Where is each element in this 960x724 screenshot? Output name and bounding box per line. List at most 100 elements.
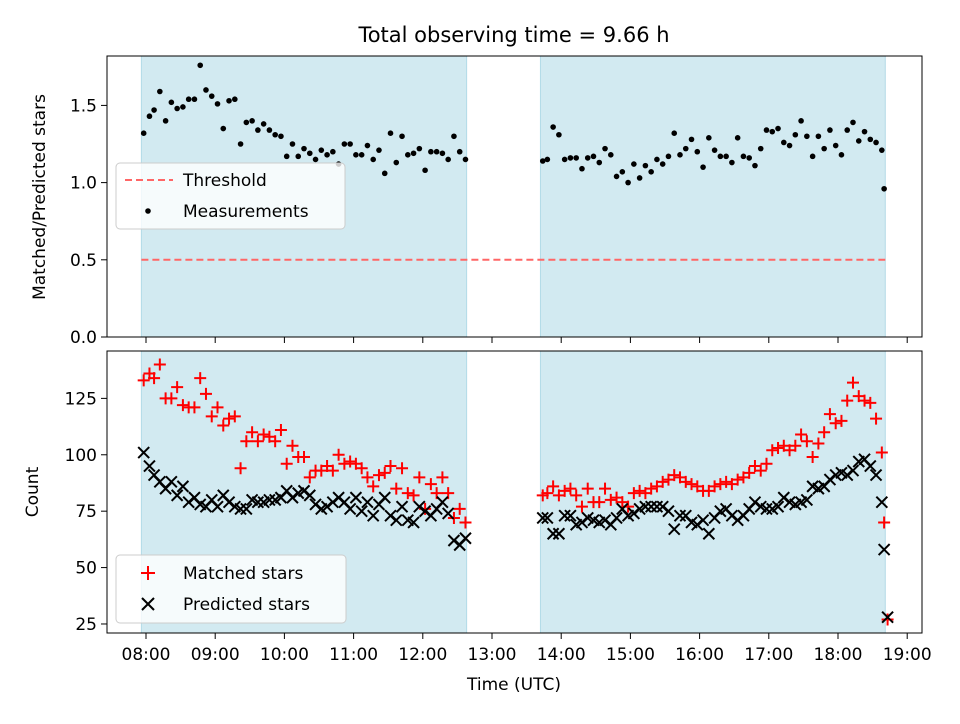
- data-point: [188, 401, 201, 414]
- data-point: [393, 159, 400, 166]
- data-point: [459, 532, 472, 545]
- data-point: [766, 444, 779, 457]
- data-point: [390, 482, 403, 495]
- data-point: [875, 495, 889, 509]
- data-point: [631, 161, 637, 167]
- data-point: [867, 136, 874, 143]
- data-point: [546, 527, 560, 540]
- data-point: [185, 96, 192, 103]
- data-point: [143, 459, 156, 473]
- data-point: [289, 141, 296, 147]
- data-point: [671, 130, 678, 136]
- data-point: [168, 99, 175, 106]
- data-point: [567, 155, 574, 161]
- y-tick-label: 75: [75, 502, 97, 522]
- data-point: [590, 153, 597, 160]
- data-point: [191, 96, 198, 103]
- data-point: [838, 152, 845, 158]
- data-point: [668, 469, 681, 482]
- data-point: [180, 104, 186, 110]
- data-point: [384, 460, 397, 473]
- data-point: [881, 613, 894, 626]
- data-point: [416, 145, 423, 152]
- data-point: [558, 484, 571, 497]
- y-tick-label: 25: [75, 615, 97, 635]
- data-point: [366, 509, 380, 522]
- legend-measurements-swatch: [145, 208, 151, 214]
- data-point: [720, 475, 733, 488]
- data-point: [407, 489, 420, 502]
- data-point: [685, 478, 698, 491]
- data-point: [355, 462, 368, 475]
- data-point: [604, 493, 617, 506]
- y-tick-label: 0.5: [70, 251, 97, 271]
- data-point: [792, 131, 799, 138]
- data-point: [821, 145, 827, 152]
- data-point: [217, 419, 230, 432]
- data-point: [772, 442, 785, 455]
- data-point: [257, 428, 270, 441]
- data-point: [829, 417, 842, 430]
- data-point: [399, 133, 405, 140]
- data-point: [361, 495, 374, 509]
- data-point: [251, 495, 265, 509]
- data-point: [197, 62, 204, 69]
- data-point: [740, 153, 747, 160]
- data-point: [648, 168, 654, 175]
- data-point: [251, 435, 264, 448]
- data-point: [809, 153, 816, 160]
- data-point: [835, 414, 848, 427]
- data-point: [573, 155, 579, 161]
- data-point: [881, 185, 887, 192]
- data-point: [451, 133, 457, 140]
- data-point: [552, 527, 566, 540]
- data-point: [827, 127, 833, 133]
- data-point: [656, 475, 669, 488]
- data-point: [846, 464, 860, 477]
- data-point: [771, 500, 785, 513]
- data-point: [405, 152, 411, 158]
- data-point: [769, 128, 776, 135]
- data-point: [752, 162, 758, 169]
- data-point: [370, 156, 377, 163]
- data-point: [547, 480, 560, 493]
- data-point: [541, 511, 554, 525]
- data-point: [662, 504, 675, 518]
- data-point: [607, 152, 614, 158]
- data-point: [878, 516, 891, 529]
- data-point: [864, 459, 877, 473]
- x-tick-label: 15:00: [606, 645, 655, 665]
- x-tick-label: 17:00: [744, 645, 793, 665]
- data-point: [280, 457, 293, 470]
- data-point: [682, 145, 689, 152]
- data-point: [176, 399, 189, 412]
- data-point: [561, 156, 568, 163]
- panel-ratio-ylabel: Matched/Predicted stars: [30, 94, 50, 300]
- data-point: [873, 139, 879, 146]
- data-point: [165, 475, 178, 489]
- data-point: [361, 471, 374, 484]
- data-point: [734, 135, 741, 141]
- data-point: [424, 478, 437, 491]
- data-point: [170, 489, 184, 502]
- legend-threshold-label: Threshold: [182, 171, 267, 191]
- data-point: [234, 462, 247, 475]
- data-point: [211, 500, 224, 513]
- data-point: [850, 119, 856, 126]
- data-point: [694, 148, 701, 155]
- data-point: [879, 147, 885, 153]
- data-point: [401, 487, 414, 500]
- data-point: [332, 448, 345, 461]
- data-point: [711, 147, 718, 153]
- data-point: [556, 131, 562, 138]
- data-point: [410, 150, 417, 157]
- data-point: [723, 153, 729, 160]
- y-tick-label: 100: [65, 446, 97, 466]
- x-tick-label: 14:00: [537, 645, 586, 665]
- data-point: [422, 167, 428, 174]
- data-point: [459, 516, 472, 529]
- data-point: [326, 464, 339, 477]
- data-point: [579, 165, 585, 172]
- data-point: [581, 482, 594, 495]
